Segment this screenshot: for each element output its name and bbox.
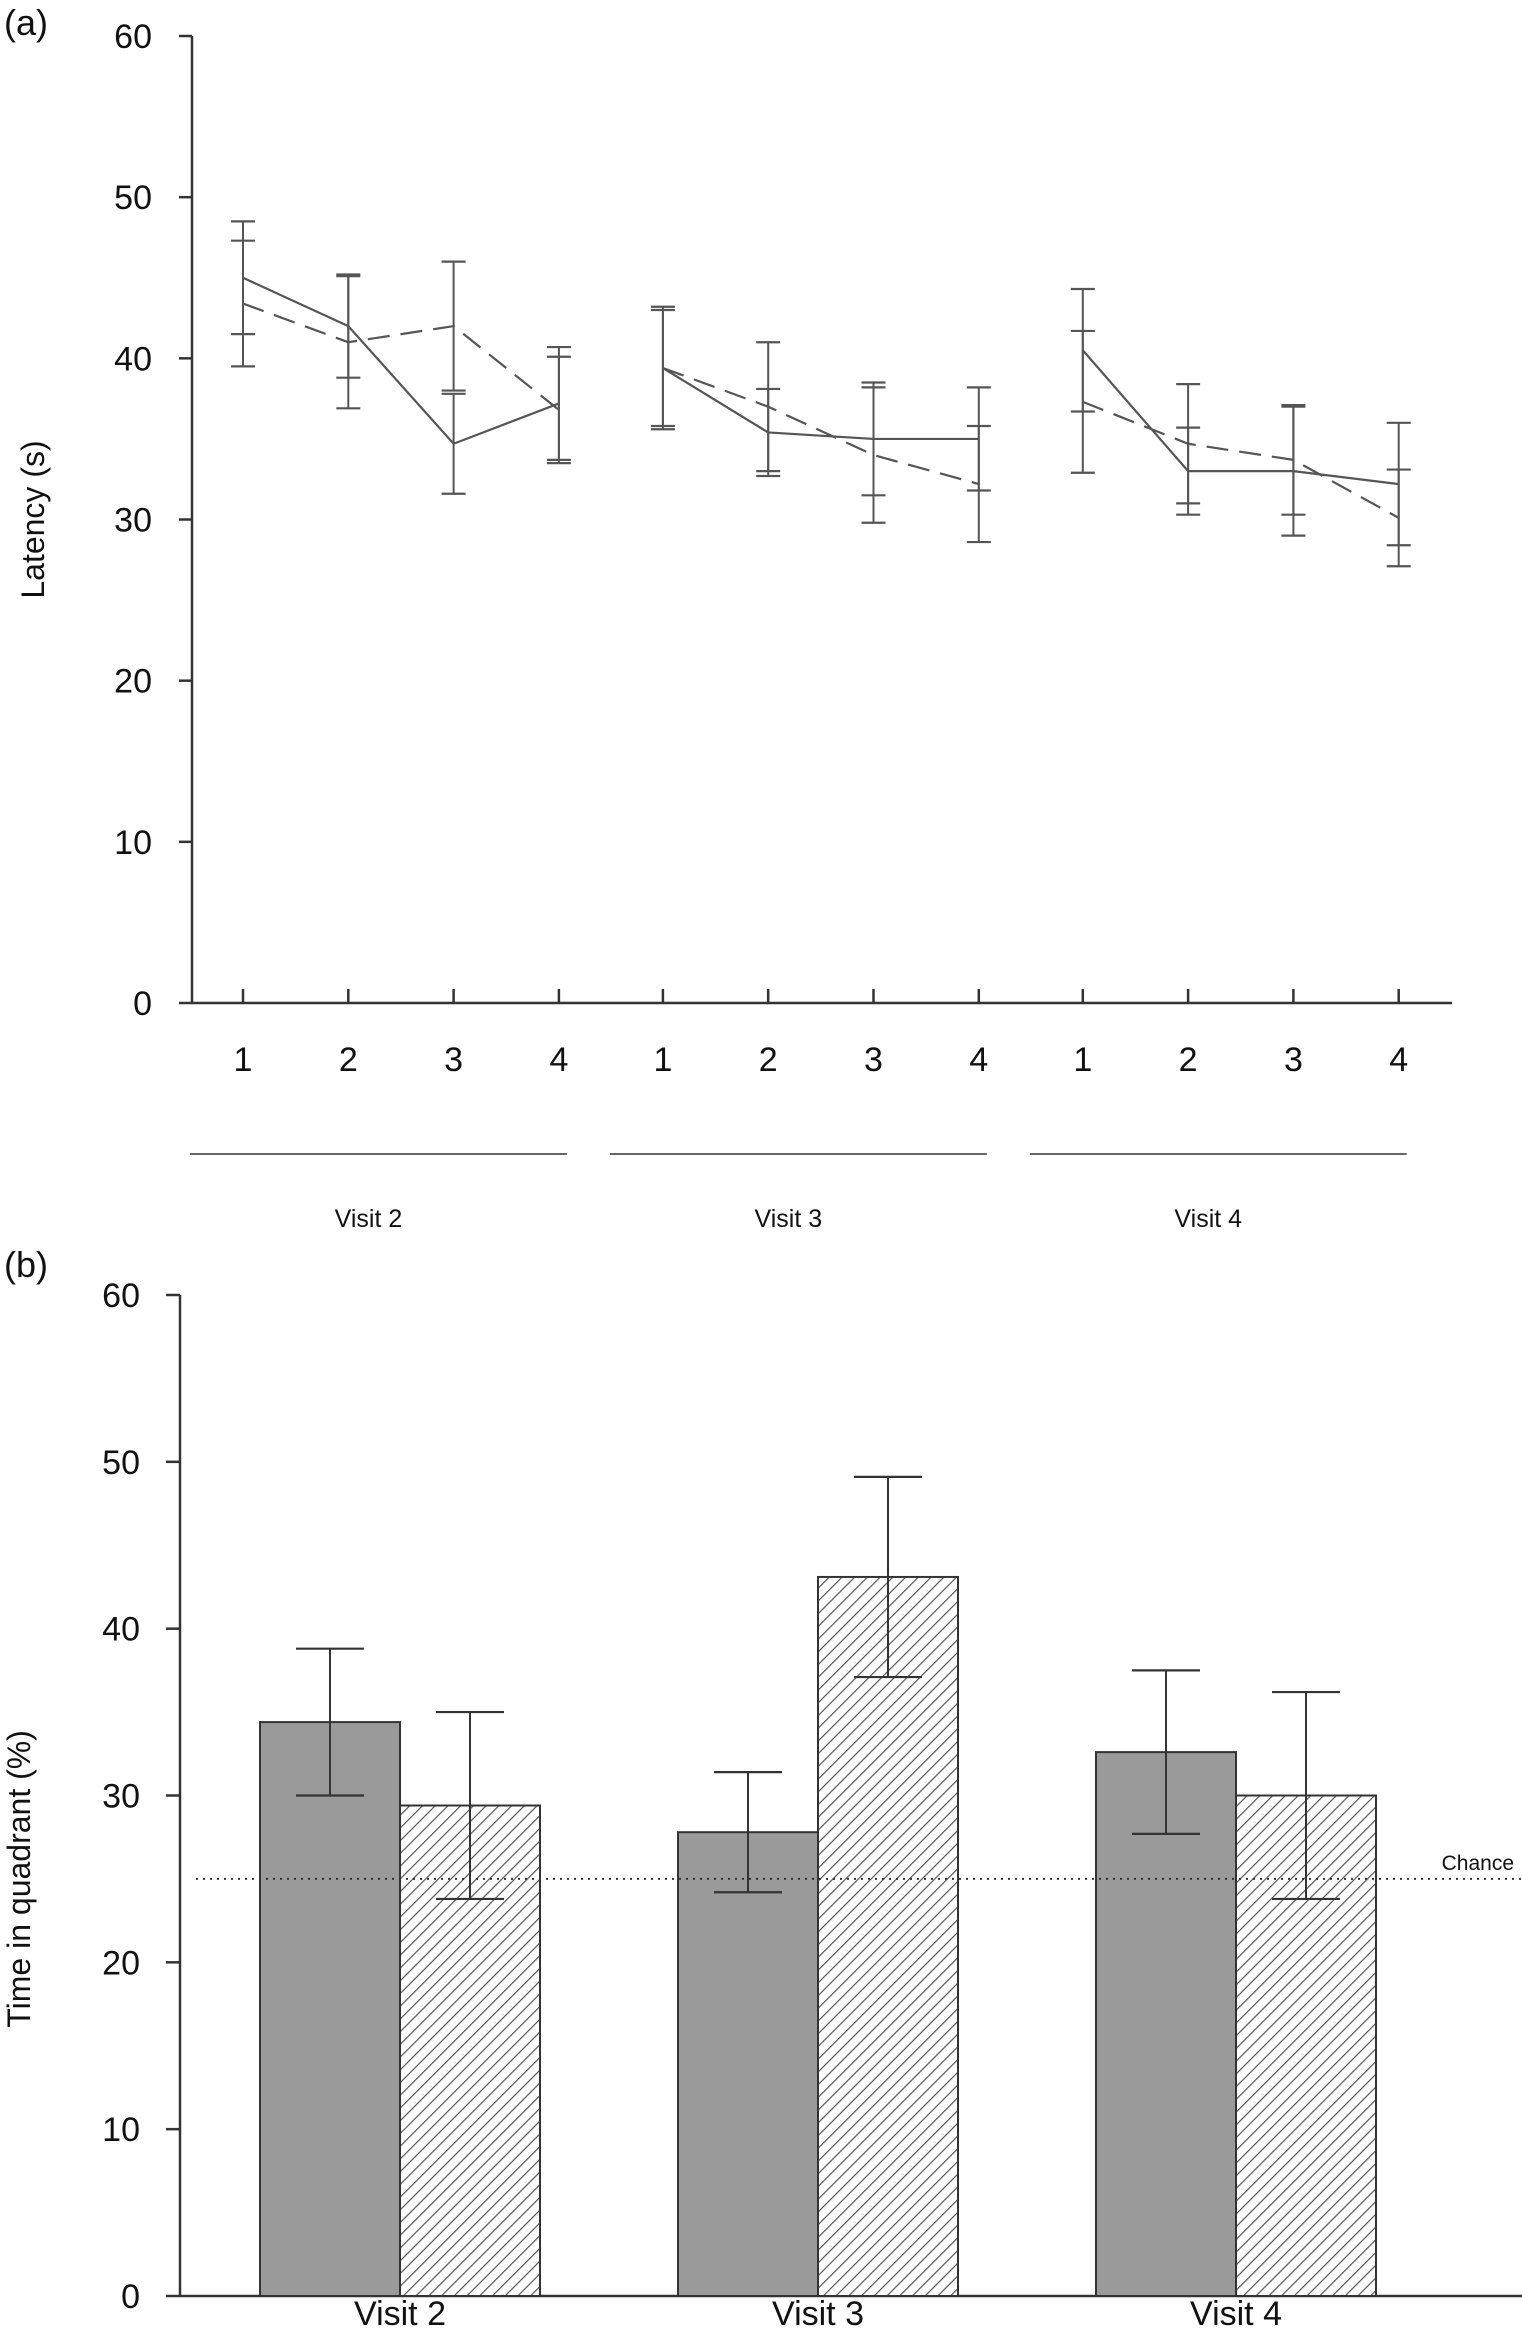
group-label: Visit 4 bbox=[1174, 1205, 1242, 1233]
x-tick-label: 1 bbox=[1073, 1041, 1092, 1079]
x-tick-label: Visit 3 bbox=[772, 2295, 864, 2329]
y-tick-label: 60 bbox=[114, 18, 152, 56]
y-tick-label: 30 bbox=[102, 1778, 140, 1816]
x-tick-label: 4 bbox=[549, 1041, 568, 1079]
y-tick-label: 50 bbox=[114, 179, 152, 217]
x-tick-label: 2 bbox=[759, 1041, 778, 1079]
group-label: Visit 2 bbox=[335, 1205, 403, 1233]
y-tick-label: 40 bbox=[114, 340, 152, 378]
y-tick-label: 60 bbox=[102, 1277, 140, 1315]
series-line-solid bbox=[1081, 349, 1399, 486]
y-tick-label: 10 bbox=[102, 2111, 140, 2149]
x-tick-label: 3 bbox=[864, 1041, 883, 1079]
x-tick-label: 4 bbox=[1389, 1041, 1408, 1079]
x-tick-label: 3 bbox=[1284, 1041, 1303, 1079]
x-tick-label: 3 bbox=[444, 1041, 463, 1079]
x-tick-label: 1 bbox=[653, 1041, 672, 1079]
x-tick-label: 4 bbox=[969, 1041, 988, 1079]
y-tick-label: 10 bbox=[114, 824, 152, 862]
x-tick-label: 2 bbox=[339, 1041, 358, 1079]
series-line-dashed bbox=[242, 302, 560, 411]
y-tick-label: 0 bbox=[133, 985, 152, 1023]
y-tick-label: 0 bbox=[121, 2278, 140, 2316]
x-tick-label: 2 bbox=[1179, 1041, 1198, 1079]
series-line-dashed bbox=[1082, 400, 1400, 519]
group-label: Visit 3 bbox=[755, 1205, 823, 1233]
y-tick-label: 50 bbox=[102, 1444, 140, 1482]
panel-label-a: (a) bbox=[4, 2, 48, 43]
bar-solid bbox=[259, 1721, 401, 2298]
bar-hatched bbox=[817, 1575, 959, 2298]
series-line-solid bbox=[662, 367, 979, 441]
y-tick-label: 20 bbox=[102, 1944, 140, 1982]
series-line-solid bbox=[242, 276, 560, 446]
bar-solid bbox=[677, 1831, 819, 2298]
y-tick-label: 40 bbox=[102, 1611, 140, 1649]
y-axis-label: Time in quadrant (%) bbox=[1, 1730, 37, 2028]
x-tick-label: Visit 2 bbox=[354, 2295, 446, 2329]
line-chart-panel-a: 0 10 20 30 40 50 60 Latency (s) 1 2 3 4 Visit 2 1 2 3 4 V… bbox=[15, 18, 1452, 1233]
series-line-dashed bbox=[662, 366, 980, 486]
bar-chart-panel-b: 0 10 20 30 40 50 60 Time in quadrant (%) Visit 2… bbox=[1, 1277, 1522, 2329]
y-axis-label: Latency (s) bbox=[15, 440, 51, 598]
chance-label: Chance bbox=[1442, 1852, 1514, 1875]
y-tick-label: 20 bbox=[114, 663, 152, 701]
panel-label-b: (b) bbox=[4, 1244, 48, 1285]
x-tick-label: 1 bbox=[234, 1041, 253, 1079]
x-tick-label: Visit 4 bbox=[1190, 2295, 1282, 2329]
y-tick-label: 30 bbox=[114, 502, 152, 540]
